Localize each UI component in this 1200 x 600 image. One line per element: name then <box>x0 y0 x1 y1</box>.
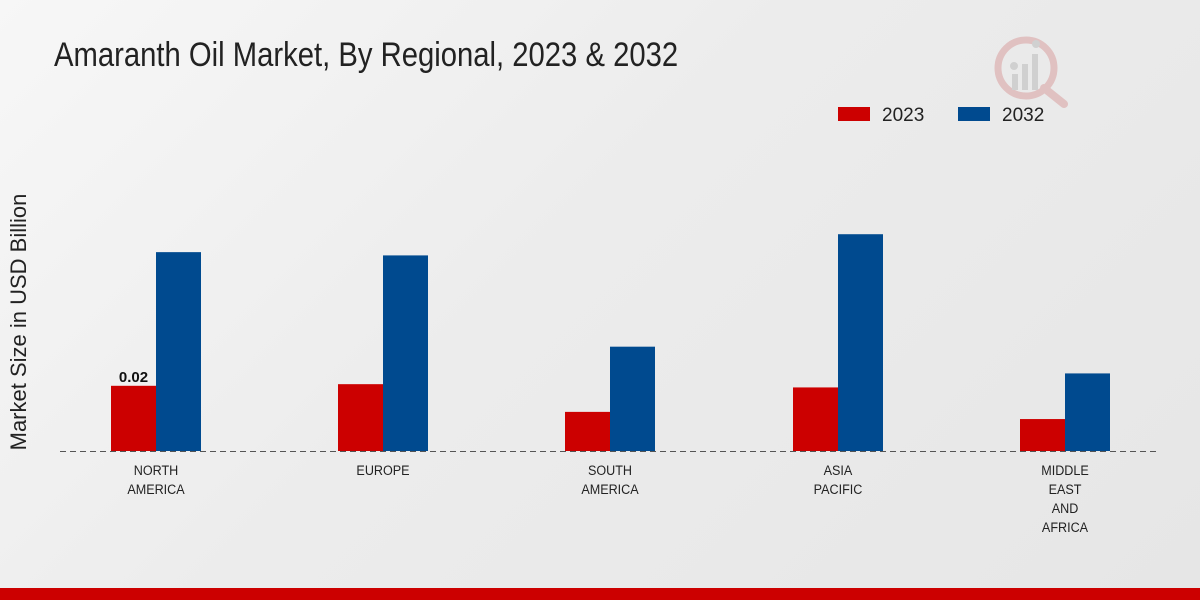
x-tick-label: EUROPE <box>356 462 409 478</box>
brand-logo-icon <box>994 36 1068 108</box>
legend-label-2032: 2032 <box>1002 105 1044 126</box>
bar-2023-europe <box>338 384 383 451</box>
x-tick-label: SOUTH AMERICA <box>581 462 638 497</box>
bar-2023-south-america <box>565 411 610 451</box>
chart-title: Amaranth Oil Market, By Regional, 2023 &… <box>54 36 679 74</box>
bar-2023-north-america <box>111 385 156 451</box>
bars-group <box>111 234 1110 451</box>
bar-2023-asia-pacific <box>793 387 838 451</box>
x-tick-label: NORTH AMERICA <box>127 462 184 497</box>
bar-2032-europe <box>383 255 428 451</box>
legend-swatch-2032 <box>958 107 990 121</box>
footer-bar <box>0 588 1200 600</box>
bar-2032-south-america <box>610 346 655 451</box>
data-labels: 0.02 <box>119 369 148 386</box>
y-axis-label: Market Size in USD Billion <box>6 194 31 451</box>
bar-2032-asia-pacific <box>838 234 883 451</box>
x-tick-label: MIDDLE EAST AND AFRICA <box>1041 462 1089 535</box>
x-tick-label: ASIA PACIFIC <box>814 462 863 497</box>
bar-2023-middle-east-and-africa <box>1020 419 1065 451</box>
legend-swatch-2023 <box>838 107 870 121</box>
legend-label-2023: 2023 <box>882 105 924 126</box>
x-tick-labels: NORTH AMERICA EUROPE SOUTH AMERICA ASIA PACIFI… <box>127 462 1089 535</box>
chart-legend: 2023 2032 <box>838 105 1044 126</box>
bar-2032-north-america <box>156 252 201 451</box>
bar-2032-middle-east-and-africa <box>1065 373 1110 451</box>
data-label: 0.02 <box>119 369 148 386</box>
